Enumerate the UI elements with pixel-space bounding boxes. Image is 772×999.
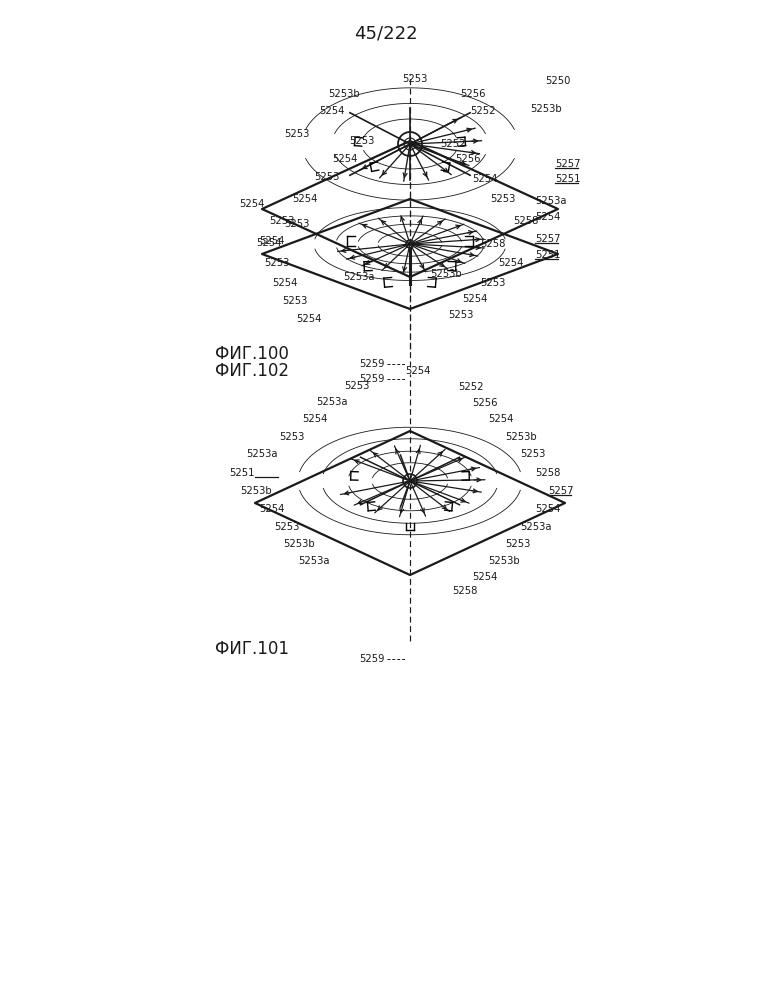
- Text: 5254: 5254: [472, 572, 497, 582]
- Text: 5254: 5254: [472, 174, 497, 184]
- Text: 5254: 5254: [535, 212, 560, 222]
- Text: 5253: 5253: [480, 278, 506, 288]
- Text: 5251: 5251: [535, 250, 560, 260]
- Text: 5253b: 5253b: [283, 539, 315, 549]
- Text: 5254: 5254: [296, 314, 322, 324]
- Text: 5258: 5258: [535, 468, 560, 478]
- Text: 5253: 5253: [505, 539, 530, 549]
- Text: 5254: 5254: [273, 278, 298, 288]
- Text: 5253a: 5253a: [246, 449, 278, 459]
- Text: ФИГ.101: ФИГ.101: [215, 640, 289, 658]
- Text: 5254: 5254: [320, 106, 345, 116]
- Text: 5254: 5254: [259, 236, 285, 246]
- Text: 5257: 5257: [555, 159, 581, 169]
- Text: 5253a: 5253a: [535, 196, 567, 206]
- Text: 5253: 5253: [269, 216, 295, 226]
- Text: 5254: 5254: [488, 414, 513, 424]
- Text: 5253: 5253: [520, 449, 545, 459]
- Text: 5253b: 5253b: [505, 432, 537, 442]
- Text: 5253: 5253: [283, 296, 308, 306]
- Text: 5254: 5254: [535, 504, 560, 514]
- Text: 5258: 5258: [513, 216, 538, 226]
- Text: ФИГ.100: ФИГ.100: [215, 345, 289, 363]
- Text: 5253: 5253: [285, 219, 310, 229]
- Text: 5253: 5253: [285, 129, 310, 139]
- Text: 5253b: 5253b: [488, 556, 520, 566]
- Text: 5253: 5253: [279, 432, 305, 442]
- Text: 5253b: 5253b: [430, 269, 462, 279]
- Text: 5253: 5253: [265, 258, 290, 268]
- Text: 5250: 5250: [545, 76, 571, 86]
- Text: 5253: 5253: [344, 381, 370, 391]
- Text: 5254: 5254: [256, 238, 282, 248]
- Text: 5253: 5253: [448, 310, 473, 320]
- Text: 5253a: 5253a: [344, 272, 375, 282]
- Text: 5253: 5253: [275, 522, 300, 532]
- Text: 5259: 5259: [360, 359, 385, 369]
- Text: 5253: 5253: [315, 172, 340, 182]
- Text: 5256: 5256: [472, 398, 497, 408]
- Text: 5253b: 5253b: [328, 89, 360, 99]
- Text: 5253a: 5253a: [317, 397, 348, 407]
- Text: 5257: 5257: [548, 486, 574, 496]
- Text: 5256: 5256: [455, 154, 480, 164]
- Text: 5254: 5254: [239, 199, 265, 209]
- Text: 5253: 5253: [402, 74, 428, 84]
- Text: 5253a: 5253a: [299, 556, 330, 566]
- Text: 5254: 5254: [303, 414, 328, 424]
- Text: 5258: 5258: [452, 586, 477, 596]
- Text: 5252: 5252: [458, 382, 483, 392]
- Text: 5258: 5258: [480, 239, 506, 249]
- Text: 5254: 5254: [405, 366, 431, 376]
- Text: 5251: 5251: [229, 468, 255, 478]
- Text: 5253a: 5253a: [520, 522, 551, 532]
- Text: 5251: 5251: [555, 174, 581, 184]
- Text: 5254: 5254: [293, 194, 318, 204]
- Text: 5253b: 5253b: [530, 104, 561, 114]
- Text: 5252: 5252: [470, 106, 496, 116]
- Text: 5254: 5254: [259, 504, 285, 514]
- Text: 5259: 5259: [360, 374, 385, 384]
- Text: 5253: 5253: [490, 194, 516, 204]
- Text: 45/222: 45/222: [354, 24, 418, 42]
- Text: 5253b: 5253b: [240, 486, 272, 496]
- Text: 5254: 5254: [498, 258, 523, 268]
- Text: 5254: 5254: [462, 294, 487, 304]
- Text: 5253: 5253: [350, 136, 375, 146]
- Text: 5252: 5252: [440, 139, 466, 149]
- Text: 5256: 5256: [460, 89, 486, 99]
- Text: 5254: 5254: [333, 154, 358, 164]
- Text: 5259: 5259: [360, 654, 385, 664]
- Text: 5257: 5257: [535, 234, 560, 244]
- Text: ФИГ.102: ФИГ.102: [215, 362, 289, 380]
